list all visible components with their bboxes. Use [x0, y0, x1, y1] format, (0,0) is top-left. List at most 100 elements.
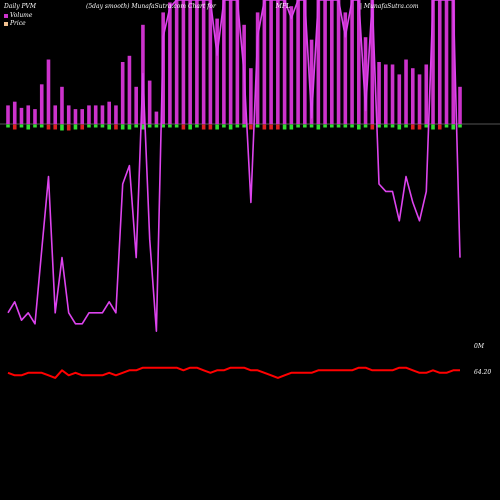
price-up-bar [357, 124, 361, 130]
price-down-bar [269, 124, 273, 130]
price-down-bar [262, 124, 267, 130]
price-up-bar [19, 124, 24, 128]
volume-bar [255, 12, 260, 124]
price-up-bar [6, 124, 10, 128]
volume-bar [66, 105, 71, 124]
price-up-bar [330, 124, 334, 128]
price-down-bar [370, 124, 375, 130]
price-up-bar [107, 124, 111, 130]
volume-bar [154, 111, 159, 124]
volume-bar [444, 0, 449, 124]
price-up-bar [33, 124, 37, 128]
volume-bar [228, 0, 233, 124]
volume-bar [235, 0, 240, 124]
volume-bar [276, 0, 280, 124]
volume-bar [33, 109, 37, 124]
volume-bar [431, 0, 435, 124]
volume-bar [296, 0, 300, 124]
volume-line [7, 0, 461, 333]
volume-bar [309, 39, 314, 124]
price-up-bar [444, 124, 449, 128]
price-up-bar [383, 124, 388, 128]
price-up-bar [39, 124, 44, 128]
price-up-bar [154, 124, 159, 128]
volume-bar [249, 68, 253, 124]
volume-bar [330, 0, 334, 124]
volume-bar [377, 62, 381, 124]
volume-bar [134, 86, 138, 124]
volume-bar [215, 18, 219, 125]
volume-bar [208, 0, 213, 124]
legend-price: Price [4, 20, 26, 27]
volume-bar [73, 109, 78, 124]
volume-bar [336, 0, 341, 124]
volume-bar [19, 107, 24, 124]
volume-bar [363, 37, 368, 125]
price-up-bar [235, 124, 240, 128]
volume-bar [188, 0, 192, 124]
volume-bar [303, 0, 307, 124]
price-up-bar [228, 124, 233, 130]
price-up-bar [363, 124, 368, 128]
volume-bar [357, 0, 361, 124]
price-down-bar [12, 124, 17, 130]
volume-bar [60, 86, 64, 124]
price-up-bar [174, 124, 179, 128]
price-up-bar [73, 124, 78, 130]
volume-bar [350, 0, 354, 124]
volume-bar [269, 0, 273, 124]
chart-label-right: | MunafaSutra.com [360, 3, 419, 10]
price-up-bar [141, 124, 145, 130]
price-up-bar [93, 124, 98, 128]
volume-bar [424, 64, 429, 124]
price-up-bar [458, 124, 462, 128]
volume-bar [147, 80, 152, 124]
price-up-bar [100, 124, 105, 128]
volume-bar [370, 0, 375, 124]
price-down-bar [114, 124, 118, 130]
volume-bar [6, 105, 10, 124]
volume-bar [316, 0, 321, 124]
price-up-bar [316, 124, 321, 130]
volume-bar [390, 64, 395, 124]
volume-bar [26, 105, 31, 124]
volume-bar [120, 62, 125, 124]
volume-bar [201, 0, 206, 124]
volume-bar [100, 105, 105, 124]
volume-bar [289, 6, 294, 125]
legend-price-label: Price [10, 20, 26, 27]
price-up-bar [215, 124, 219, 130]
price-up-bar [397, 124, 402, 130]
volume-bar [46, 59, 51, 124]
volume-bar [107, 101, 111, 124]
price-up-bar [195, 124, 199, 128]
price-down-bar [201, 124, 206, 130]
volume-bar [451, 0, 456, 124]
price-up-bar [323, 124, 327, 128]
volume-bar [262, 0, 267, 124]
volume-bar [195, 0, 199, 124]
price-up-bar [451, 124, 456, 130]
price-down-bar [208, 124, 213, 130]
price-down-bar [80, 124, 85, 130]
chart-label-left: Daily PVM [4, 3, 37, 10]
price-down-bar [437, 124, 442, 130]
price-axis-label: 64.20 [474, 369, 492, 376]
volume-bar [383, 64, 388, 124]
volume-bar [410, 68, 415, 124]
price-up-bar [134, 124, 138, 128]
price-up-bar [222, 124, 226, 128]
volume-bar [174, 0, 179, 124]
price-up-bar [404, 124, 408, 128]
price-down-bar [66, 124, 71, 131]
volume-swatch-icon [4, 13, 8, 18]
price-up-bar [296, 124, 300, 128]
price-up-bar [377, 124, 381, 128]
price-down-bar [276, 124, 280, 130]
chart-ticker: MFL [275, 3, 291, 10]
volume-bar [39, 84, 44, 124]
volume-bar [181, 0, 186, 124]
volume-bar [404, 59, 408, 124]
price-down-bar [410, 124, 415, 130]
